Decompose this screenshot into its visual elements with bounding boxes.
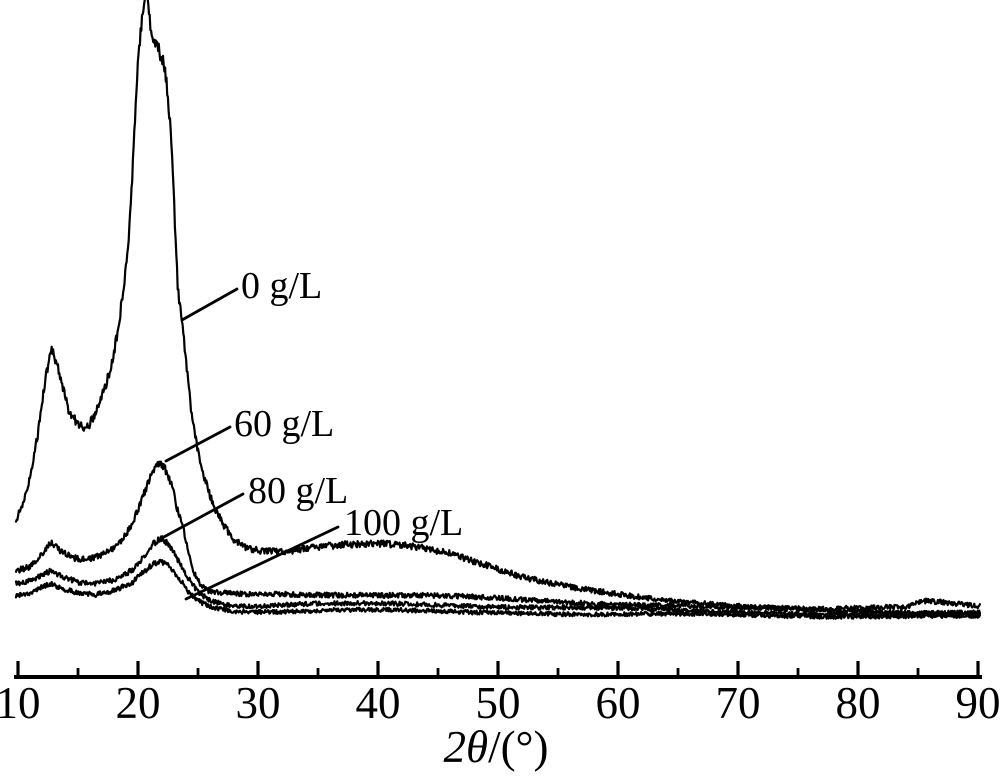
series-label-0-g-l: 0 g/L <box>241 265 322 307</box>
series-label-100-g-l: 100 g/L <box>344 502 463 544</box>
x-tick-label-40: 40 <box>356 678 401 728</box>
x-tick-label-20: 20 <box>116 678 161 728</box>
curve-80-g-l <box>14 535 982 618</box>
x-axis: 10 20 30 40 50 60 70 80 90 <box>0 661 1000 728</box>
x-tick-label-60: 60 <box>596 678 641 728</box>
x-tick-label-50: 50 <box>476 678 521 728</box>
series-label-60-g-l: 60 g/L <box>234 403 334 445</box>
x-tick-label-80: 80 <box>836 678 881 728</box>
curve-100-g-l <box>14 558 982 620</box>
series-label-80-g-l: 80 g/L <box>248 470 348 512</box>
x-axis-title: 2θ/(°) <box>443 722 548 772</box>
x-tick-label-30: 30 <box>236 678 281 728</box>
leader-line-100-g-l <box>184 525 340 601</box>
leader-line-0-g-l <box>180 287 239 322</box>
x-tick-label-90: 90 <box>956 678 1000 728</box>
leader-line-60-g-l <box>164 425 232 463</box>
curve-60-g-l <box>14 460 982 617</box>
leader-line-80-g-l <box>160 492 245 540</box>
x-tick-label-70: 70 <box>716 678 761 728</box>
x-tick-label-10: 10 <box>0 678 41 728</box>
curves-group <box>14 0 982 620</box>
